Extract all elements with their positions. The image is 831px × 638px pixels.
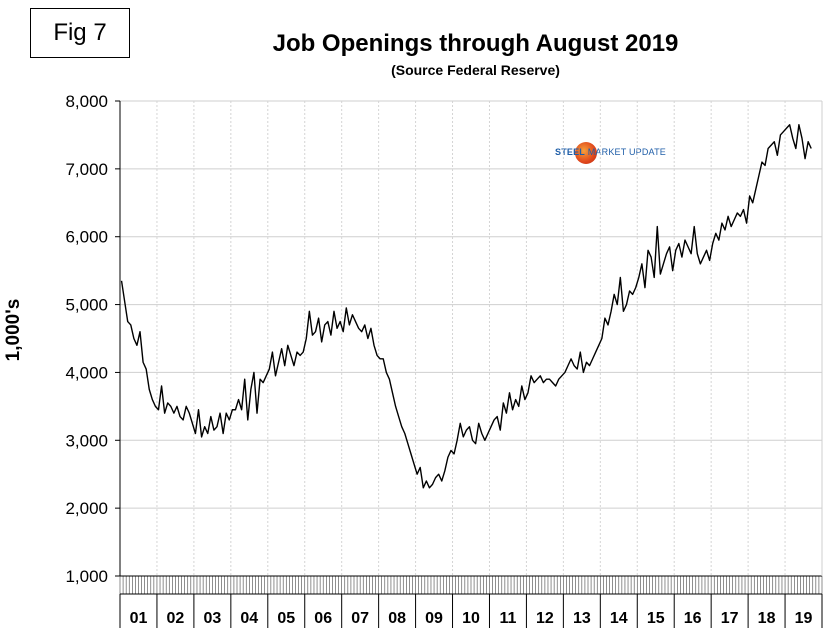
year-label: 10 [462,610,480,627]
year-label: 12 [536,610,554,627]
year-label: 13 [573,610,591,627]
y-tick-label: 6,000 [65,228,108,247]
year-label: 16 [684,610,702,627]
year-label: 18 [758,610,776,627]
y-tick-label: 3,000 [65,431,108,450]
axes [119,101,823,595]
y-tick-label: 5,000 [65,296,108,315]
logo-text: STEEL MARKET UPDATE [555,147,666,157]
chart-subtitle: (Source Federal Reserve) [391,62,560,78]
horizontal-gridlines [115,100,822,577]
year-label: 09 [425,610,443,627]
year-label: 04 [240,610,258,627]
y-tick-labels: 1,000 2,000 3,000 4,000 5,000 6,000 7,000 8,000 [65,92,108,586]
logo-mark-icon [575,142,597,164]
chart-title: Job Openings through August 2019 [272,30,679,57]
y-tick-label: 1,000 [65,567,108,586]
y-tick-label: 7,000 [65,160,108,179]
year-labels: 01 02 03 04 05 06 07 08 09 10 11 12 13 14 15 16 17 18 19 [119,594,823,628]
y-tick-label: 2,000 [65,499,108,518]
y-tick-label: 8,000 [65,92,108,111]
year-label: 14 [610,610,628,627]
figure-label: Fig 7 [30,8,130,58]
y-axis-label: 1,000's [3,299,24,362]
year-label: 03 [203,610,221,627]
job-openings-line [120,124,812,489]
year-label: 02 [167,610,185,627]
year-label: 19 [795,610,813,627]
year-label: 05 [277,610,295,627]
year-label: 07 [351,610,369,627]
y-tick-label: 4,000 [65,363,108,382]
year-label: 15 [647,610,665,627]
year-label: 11 [499,610,516,627]
year-label: 06 [314,610,332,627]
year-label: 17 [721,610,739,627]
year-label: 08 [388,610,406,627]
year-label: 01 [130,610,148,627]
month-ticks [119,576,823,594]
steel-market-update-logo: STEEL MARKET UPDATE [555,140,667,170]
vertical-gridlines [156,101,786,576]
